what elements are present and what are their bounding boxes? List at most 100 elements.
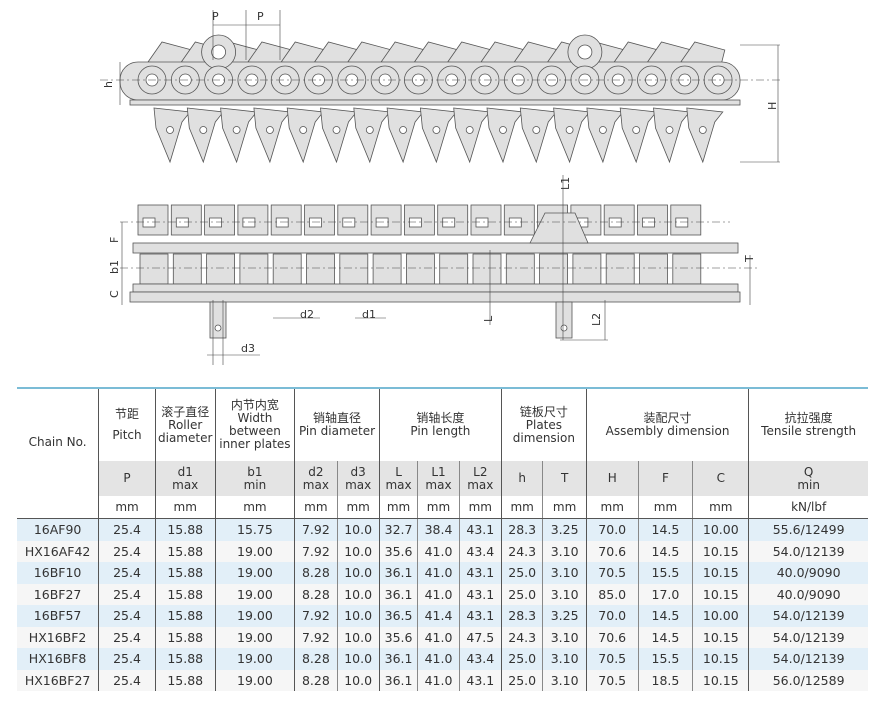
header-symbol: F <box>637 461 693 496</box>
value-cell: 54.0/12139 <box>748 648 868 670</box>
center-attachment <box>529 212 589 244</box>
header-symbol: P <box>98 461 156 496</box>
header-group: 抗拉强度 Tensile strength <box>748 388 868 461</box>
header-symbol: L1 max <box>417 461 460 496</box>
roller <box>405 253 435 285</box>
tooth-hole <box>432 126 441 134</box>
lower-tooth <box>586 107 624 164</box>
value-cell: 14.5 <box>637 626 693 648</box>
tooth-hole <box>565 126 574 134</box>
value-cell: 85.0 <box>585 583 639 605</box>
table-row: HX16BF27 25.4 15.88 19.00 8.28 10.0 36.1 41.0 43… <box>17 669 868 691</box>
value-cell: 3.10 <box>542 648 587 670</box>
value-cell: 19.00 <box>214 669 295 691</box>
attachment-pin <box>555 301 573 339</box>
value-cell: 15.88 <box>154 605 216 627</box>
value-cell: 15.88 <box>154 648 216 670</box>
dimension-lines <box>100 10 780 365</box>
lower-tooth <box>553 107 591 164</box>
value-cell: 19.00 <box>214 562 295 584</box>
lug-hole <box>577 44 593 60</box>
value-cell: 36.1 <box>378 648 418 670</box>
value-cell: 15.5 <box>637 648 693 670</box>
chain-spec-table: Chain No. 节距 Pitch 滚子直径 Roller diameter 内节… <box>17 387 868 691</box>
value-cell: 8.28 <box>294 562 338 584</box>
value-cell: 10.0 <box>336 540 380 562</box>
value-cell: 7.92 <box>294 605 338 627</box>
value-cell: 41.0 <box>417 562 460 584</box>
table-row: 16BF57 25.4 15.88 19.00 7.92 10.0 36.5 41.4 43.1… <box>17 605 868 627</box>
slot <box>275 217 289 228</box>
value-cell: 24.3 <box>500 540 543 562</box>
header-unit: mm <box>458 496 502 519</box>
value-cell: 35.6 <box>378 540 418 562</box>
slot <box>442 217 456 228</box>
value-cell: 8.28 <box>294 648 338 670</box>
lower-tooth <box>686 107 724 164</box>
slot <box>142 217 156 228</box>
value-cell: 19.00 <box>214 583 295 605</box>
value-cell: 47.5 <box>458 626 502 648</box>
chain-no-cell: 16BF27 <box>17 583 99 605</box>
value-cell: 15.88 <box>154 562 216 584</box>
value-cell: 14.5 <box>637 605 693 627</box>
chain-no-cell: 16AF90 <box>17 518 99 541</box>
dim-label-l1: L1 <box>559 177 572 190</box>
lower-tooth <box>286 107 324 164</box>
value-cell: 43.1 <box>458 669 502 691</box>
slot <box>375 217 389 228</box>
roller <box>639 253 668 285</box>
value-cell: 3.10 <box>542 540 587 562</box>
value-cell: 36.1 <box>378 669 418 691</box>
value-cell: 54.0/12139 <box>748 540 868 562</box>
value-cell: 8.28 <box>294 669 338 691</box>
chain-drawing: P P h H L1 F b1 C T d2 d1 L L2 d3 <box>100 10 780 365</box>
roller <box>505 253 535 285</box>
value-cell: 15.88 <box>154 626 216 648</box>
value-cell: 55.6/12499 <box>748 518 868 541</box>
value-cell: 35.6 <box>378 626 418 648</box>
value-cell: 40.0/9090 <box>748 583 868 605</box>
value-cell: 36.1 <box>378 583 418 605</box>
slot <box>608 217 622 228</box>
header-group: 销轴直径 Pin diameter <box>294 388 380 461</box>
value-cell: 70.6 <box>585 626 639 648</box>
header-unit: kN/lbf <box>748 496 868 519</box>
value-cell: 38.4 <box>417 518 460 541</box>
attachment-pin <box>209 301 227 339</box>
slot <box>175 217 189 228</box>
value-cell: 70.5 <box>585 562 639 584</box>
value-cell: 15.88 <box>154 583 216 605</box>
dim-label-p: P <box>212 10 219 23</box>
header-unit: mm <box>637 496 693 519</box>
value-cell: 43.1 <box>458 562 502 584</box>
inner-plate-row <box>132 283 739 293</box>
value-cell: 70.0 <box>585 518 639 541</box>
tooth-hole <box>166 126 174 134</box>
value-cell: 19.00 <box>214 605 295 627</box>
slot <box>475 217 489 228</box>
value-cell: 14.5 <box>637 540 693 562</box>
value-cell: 10.0 <box>336 562 380 584</box>
roller <box>339 253 369 285</box>
value-cell: 10.15 <box>692 626 749 648</box>
value-cell: 10.0 <box>336 605 380 627</box>
value-cell: 24.3 <box>500 626 543 648</box>
header-symbol: d2 max <box>294 461 338 496</box>
value-cell: 43.1 <box>458 583 502 605</box>
roller <box>539 253 568 285</box>
tooth-hole <box>399 126 408 134</box>
roller <box>139 253 169 285</box>
tooth-hole <box>299 126 308 134</box>
roller <box>239 253 269 285</box>
value-cell: 10.15 <box>692 540 749 562</box>
value-cell: 15.88 <box>154 518 216 541</box>
value-cell: 25.0 <box>500 583 543 605</box>
chain-no-cell: HX16BF8 <box>17 648 99 670</box>
dim-label-h: h <box>102 81 115 88</box>
value-cell: 19.00 <box>214 648 295 670</box>
lower-tooth <box>653 107 691 164</box>
pin-hole <box>214 324 222 332</box>
table-row: 16AF90 25.4 15.88 15.75 7.92 10.0 32.7 38.4 43.1… <box>17 518 868 541</box>
slot <box>675 217 689 228</box>
